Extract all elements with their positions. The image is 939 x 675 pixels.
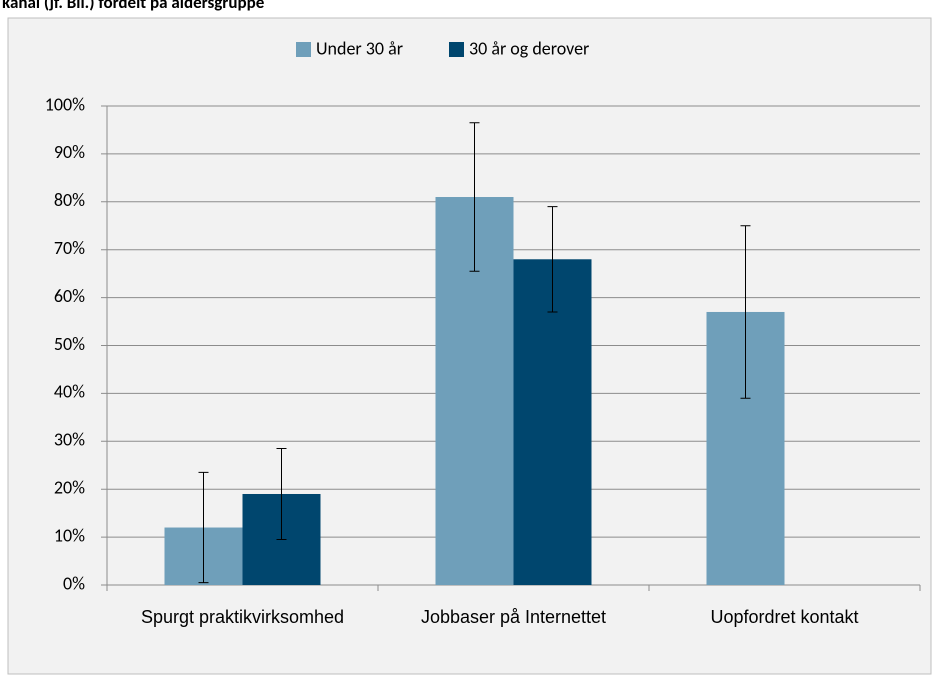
- chart-title: kanal (jf. Bil.) fordelt på aldersgruppe: [2, 0, 265, 13]
- bar: [513, 259, 592, 585]
- y-tick-label: 20%: [54, 476, 85, 498]
- legend-label: Under 30 år: [316, 37, 403, 59]
- error-bar: [740, 225, 751, 399]
- legend-swatch: [296, 42, 311, 57]
- y-tick-label: 10%: [54, 524, 85, 546]
- error-bar: [276, 447, 287, 540]
- error-bar: [469, 122, 480, 272]
- x-tick-label: Uopfordret kontakt: [710, 607, 859, 627]
- y-tick-label: 40%: [54, 381, 85, 403]
- legend-swatch: [449, 42, 464, 57]
- y-tick-label: 30%: [54, 429, 85, 451]
- y-tick-label: 60%: [54, 285, 85, 307]
- y-tick-label: 0%: [63, 572, 85, 594]
- y-tick-label: 100%: [45, 93, 85, 115]
- x-tick-label: Jobbaser på Internettet: [420, 607, 607, 627]
- y-tick-label: 80%: [54, 189, 85, 211]
- y-tick-label: 70%: [54, 237, 85, 259]
- y-tick-label: 90%: [54, 141, 85, 163]
- y-tick-label: 50%: [54, 333, 85, 355]
- error-bar-path: [198, 471, 209, 584]
- error-bar: [198, 471, 209, 584]
- legend-label: 30 år og derover: [469, 37, 589, 59]
- error-bar-path: [469, 122, 480, 272]
- x-tick-label: Spurgt praktikvirksomhed: [140, 607, 345, 627]
- error-bar-path: [740, 225, 751, 399]
- error-bar-path: [547, 206, 558, 313]
- error-bar-path: [276, 447, 287, 540]
- error-bar: [547, 206, 558, 313]
